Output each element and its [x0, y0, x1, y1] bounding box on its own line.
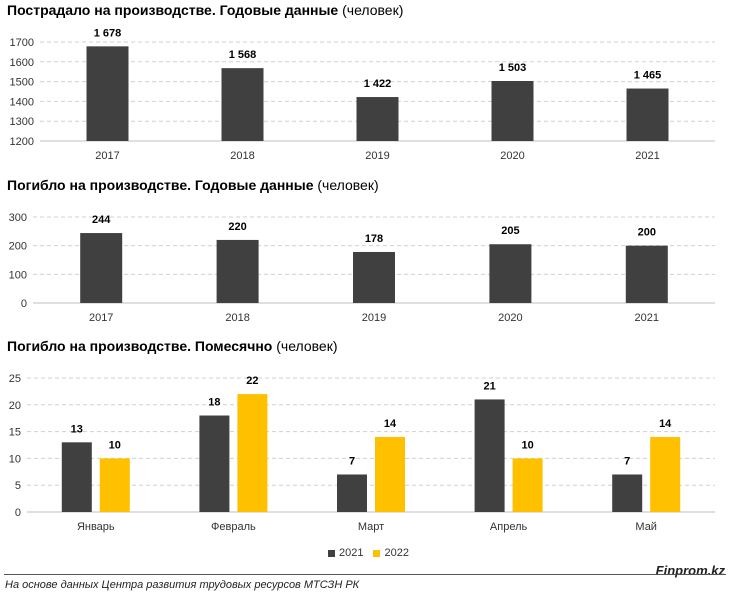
chart1-ytick-label: 1600 [10, 57, 34, 69]
chart3-svg: 0 5 10 15 20 25 13 10 Январь 18 22 Февраль 7 14 Март 21… [9, 373, 715, 533]
chart1-bar-2020 [491, 81, 534, 141]
chart2-xtick-label: 2021 [635, 312, 659, 324]
chart3-bar-Март-2022 [375, 436, 405, 512]
footer-divider [4, 574, 726, 575]
chart2-xtick-label: 2019 [362, 312, 386, 324]
chart3-data-label: 21 [483, 380, 495, 392]
chart1-xtick-label: 2020 [500, 150, 524, 162]
chart3-bar-Январь-2021 [61, 442, 92, 512]
chart1-xtick-label: 2021 [635, 150, 659, 162]
source-note: На основе данных Центра развития трудовы… [5, 579, 360, 591]
chart3-title-bold: Погибло на производстве. Помесячно [7, 338, 273, 354]
chart2-data-label: 244 [92, 214, 111, 226]
chart2-bar-2020 [489, 244, 532, 303]
chart1-data-label: 1 678 [94, 27, 122, 39]
chart2-bar-2021 [625, 245, 668, 303]
chart1-ytick-label: 1300 [10, 116, 34, 128]
chart3-ytick-label: 15 [9, 427, 21, 439]
brand-logo-text: Finprom.kz [655, 563, 725, 578]
chart1-data-label: 1 465 [634, 70, 662, 82]
chart2-data-label: 205 [501, 225, 519, 237]
chart1-bar-2017 [86, 46, 129, 141]
chart1-title-unit: (человек) [342, 2, 404, 18]
chart3-data-label: 7 [624, 455, 630, 467]
chart3-bar-Январь-2022 [99, 458, 130, 512]
chart2-ytick-label: 0 [21, 298, 27, 310]
legend-swatch-2022 [373, 549, 381, 557]
chart1-data-label: 1 568 [229, 49, 257, 61]
chart3-data-label: 14 [384, 418, 397, 430]
chart3-ytick-label: 20 [9, 400, 21, 412]
chart3-ytick-label: 0 [15, 507, 21, 519]
chart1-bar-2021 [626, 88, 669, 141]
chart1-title: Пострадало на производстве. Годовые данн… [7, 2, 403, 18]
chart2-ytick-label: 100 [9, 269, 27, 281]
chart2-title-unit: (человек) [317, 177, 379, 193]
chart3-bar-Март-2021 [337, 474, 367, 512]
chart1-data-label: 1 503 [499, 62, 527, 74]
chart1-title-bold: Пострадало на производстве. Годовые данн… [7, 2, 339, 18]
chart3-xtick-label: Март [358, 521, 384, 533]
chart3-ytick-label: 25 [9, 373, 21, 385]
chart3-bar-Май-2022 [650, 436, 681, 512]
chart2-data-label: 200 [638, 227, 656, 239]
chart3-ytick-label: 10 [9, 453, 21, 465]
chart3-title: Погибло на производстве. Помесячно (чело… [7, 338, 338, 354]
chart2-data-label: 178 [365, 233, 383, 245]
chart1-ytick-label: 1200 [10, 136, 34, 148]
chart2-xtick-label: 2018 [225, 312, 249, 324]
legend-swatch-2021 [328, 549, 335, 557]
chart2-ytick-label: 300 [9, 212, 27, 224]
legend-label-2021: 2021 [339, 547, 364, 559]
chart1-ytick-label: 1700 [10, 37, 34, 49]
chart3-bar-Май-2021 [612, 474, 643, 512]
legend-item-2022: 2022 [373, 547, 409, 559]
chart3-title-unit: (человек) [276, 338, 338, 354]
chart1-ytick-label: 1500 [10, 77, 34, 89]
chart3-data-label: 7 [349, 455, 355, 467]
chart2-svg: 0 100 200 300 244 2017 220 2018 178 2019 205 2020 20… [9, 212, 715, 324]
chart1-svg: 1200 1300 1400 1500 1600 1700 1 678 2017 1 568 20… [10, 27, 715, 162]
chart1-bar-2018 [221, 68, 264, 141]
chart3-bar-Апрель-2022 [512, 458, 543, 512]
chart3-bar-Февраль-2021 [199, 415, 230, 512]
chart3-xtick-label: Январь [77, 521, 115, 533]
chart1-xtick-label: 2018 [230, 150, 254, 162]
chart1-xtick-label: 2019 [365, 150, 389, 162]
chart2-title-bold: Погибло на производстве. Годовые данные [7, 177, 314, 193]
chart1-xtick-label: 2017 [95, 150, 119, 162]
chart2-xtick-label: 2020 [498, 312, 522, 324]
chart1-bar-2019 [356, 97, 399, 141]
chart3-ytick-label: 5 [15, 480, 21, 492]
chart1-ytick-label: 1400 [10, 96, 34, 108]
chart3-data-label: 22 [246, 375, 258, 387]
chart3-xtick-label: Май [635, 521, 657, 533]
chart3-xtick-label: Апрель [490, 521, 528, 533]
chart3-data-label: 14 [659, 418, 672, 430]
chart2-title: Погибло на производстве. Годовые данные … [7, 177, 379, 193]
chart2-data-label: 220 [228, 221, 246, 233]
chart1-data-label: 1 422 [364, 78, 392, 90]
chart2-bar-2018 [216, 239, 259, 303]
chart3-legend: 2021 2022 [328, 547, 409, 559]
chart3-bar-Февраль-2022 [237, 394, 268, 512]
chart2-bar-2019 [353, 251, 395, 303]
chart2-bar-2017 [80, 233, 123, 303]
chart3-xtick-label: Февраль [211, 521, 256, 533]
legend-item-2021: 2021 [328, 547, 363, 559]
legend-label-2022: 2022 [384, 547, 409, 559]
chart3-data-label: 10 [109, 439, 121, 451]
chart3-data-label: 13 [71, 423, 83, 435]
chart3-data-label: 18 [208, 397, 220, 409]
chart2-xtick-label: 2017 [89, 312, 113, 324]
chart3-data-label: 10 [521, 439, 533, 451]
chart3-bar-Апрель-2021 [474, 399, 505, 512]
chart2-ytick-label: 200 [9, 241, 27, 253]
